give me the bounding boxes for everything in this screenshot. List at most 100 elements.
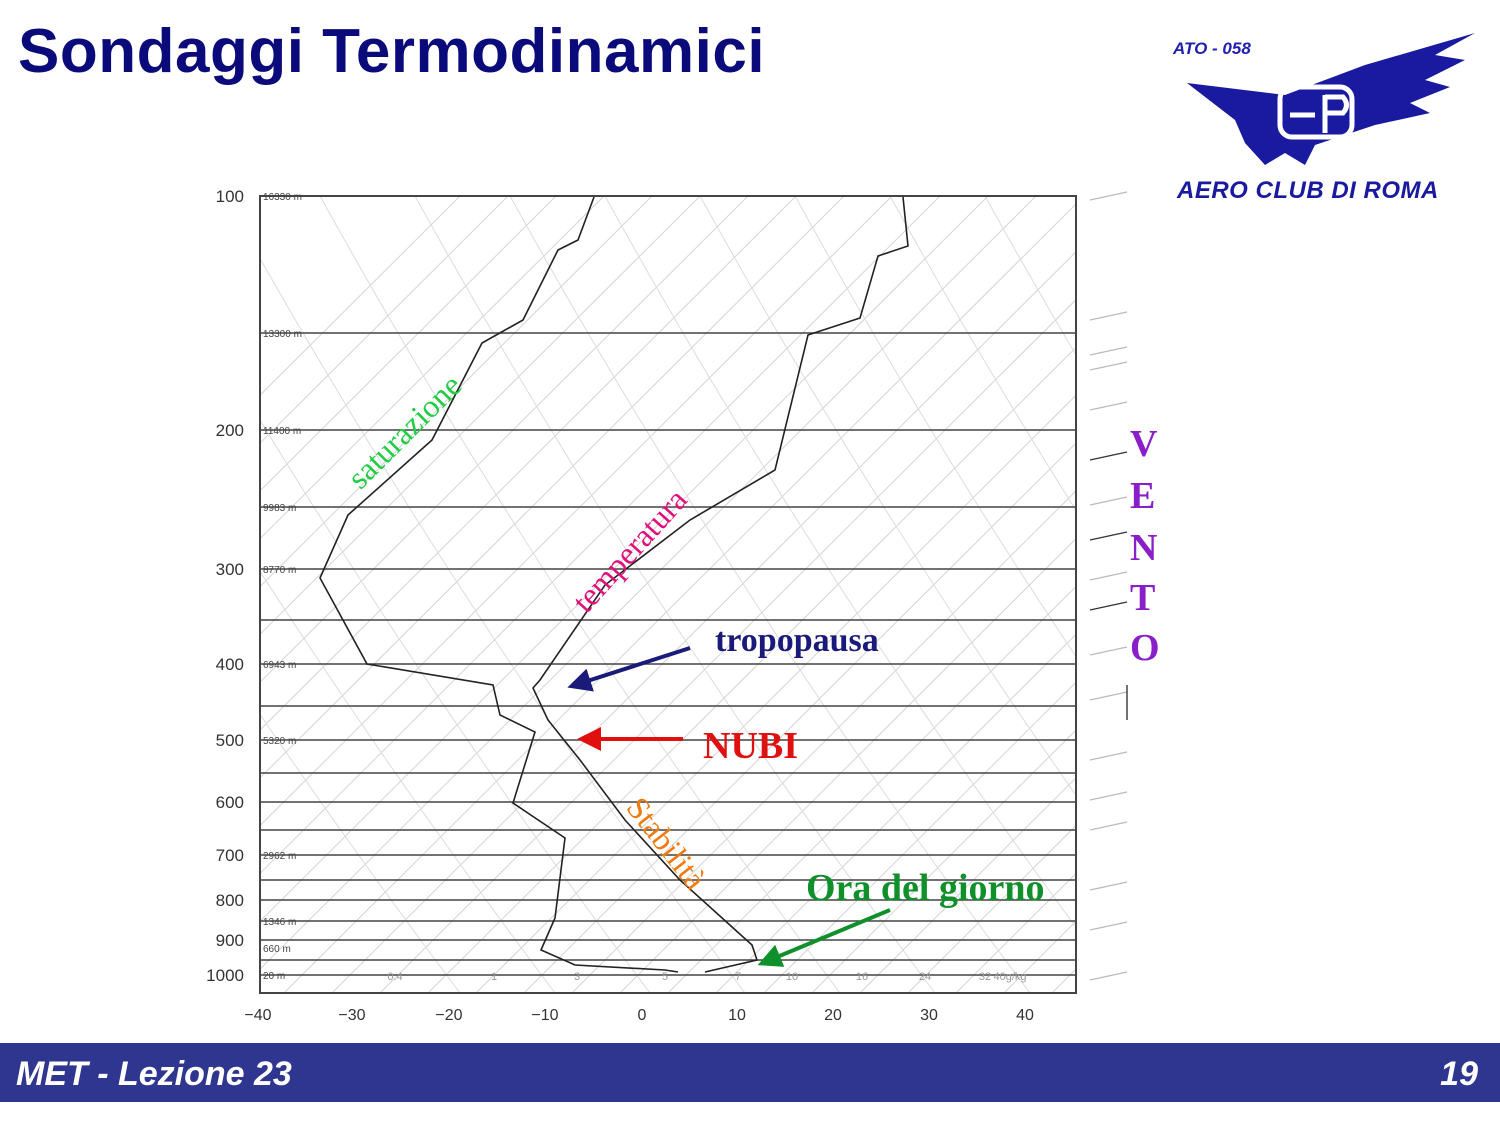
pressure-label: 800	[216, 891, 244, 910]
wind-barb	[1089, 821, 1128, 831]
pressure-label: 400	[216, 655, 244, 674]
pressure-label: 300	[216, 560, 244, 579]
pressure-label: 1000	[206, 966, 244, 985]
isotherm-line	[475, 394, 1076, 993]
wind-barb	[1089, 451, 1128, 461]
isotherm-line	[619, 538, 1076, 993]
isotherm-line	[260, 196, 509, 444]
height-label: 9983 m	[263, 503, 296, 514]
adiabat-line	[414, 196, 936, 993]
aero-club-logo: ATO - 058 AERO CLUB DI ROMA	[1165, 25, 1485, 215]
temperature-label: 40	[1016, 1007, 1034, 1024]
logo-name: AERO CLUB DI ROMA	[1177, 177, 1439, 204]
isotherm-line	[1196, 196, 1500, 993]
wind-barb	[1089, 601, 1128, 611]
adiabat-line	[794, 196, 1076, 658]
wind-barb	[1089, 311, 1128, 321]
plot-frame	[259, 195, 1077, 994]
wind-barb	[1089, 791, 1128, 801]
isotherm-line	[260, 196, 749, 683]
height-label: 11400 m	[263, 426, 301, 437]
mixing-ratio-label: 16	[856, 971, 868, 983]
adiabat-line	[889, 196, 1076, 512]
temperature-label: 10	[728, 1007, 746, 1024]
mixing-ratio-label: 0.4	[387, 971, 402, 983]
adiabat-line	[509, 196, 1031, 993]
mixing-ratio-label: 1	[491, 971, 497, 983]
height-label: 8770 m	[263, 565, 296, 576]
footer-bar: MET - Lezione 23 19	[0, 1043, 1500, 1102]
isotherm-line	[523, 442, 1076, 993]
adiabat-line	[1175, 196, 1500, 993]
isotherm-line	[859, 777, 1076, 993]
vento-letter: V	[1130, 423, 1158, 465]
wind-barb	[1089, 751, 1128, 761]
isotherm-line	[1148, 196, 1500, 993]
wind-barb	[1089, 346, 1128, 356]
wind-barb	[1089, 361, 1128, 371]
wind-barb	[1089, 971, 1128, 981]
isotherm-line	[283, 203, 1076, 993]
pressure-label: 100	[216, 187, 244, 206]
isotherm-line	[571, 490, 1076, 993]
isotherm-line	[763, 681, 1076, 993]
adiabat-line	[260, 419, 651, 993]
adiabat-line	[604, 196, 1076, 929]
isotherm-line	[260, 196, 941, 875]
wind-barb	[1089, 921, 1128, 931]
mixing-ratio-label: 3	[574, 971, 580, 983]
isotherm-line	[260, 196, 701, 636]
isotherm-line	[427, 346, 1076, 993]
temperature-label: 20	[824, 1007, 842, 1024]
temperature-label: −40	[244, 1007, 271, 1024]
isotherm-line	[1388, 196, 1500, 993]
isotherm-line	[260, 196, 461, 396]
height-label: 13300 m	[263, 329, 302, 340]
wind-barb	[1089, 191, 1128, 201]
height-label: 2962 m	[263, 851, 296, 862]
isotherm-line	[260, 196, 557, 492]
wind-barb	[1089, 531, 1128, 541]
vento-letter: E	[1130, 475, 1156, 517]
height-label: 1346 m	[263, 917, 296, 928]
wind-barb	[1089, 881, 1128, 891]
temperature-label: −20	[435, 1007, 462, 1024]
adiabat-line	[319, 196, 841, 993]
vento-letter: T	[1130, 577, 1156, 619]
isotherm-line	[667, 585, 1076, 993]
adiabat-line	[1270, 196, 1500, 993]
isotherm-line	[260, 196, 845, 779]
adiabat-line	[984, 196, 1076, 357]
temperature-curve	[532, 196, 909, 973]
isotherm-line	[1100, 196, 1500, 993]
label-tropopausa: tropopausa	[715, 622, 879, 659]
isotherm-line	[260, 196, 605, 540]
footer-lesson: MET - Lezione 23	[16, 1055, 292, 1093]
isotherm-line	[715, 633, 1076, 993]
temperature-label: −30	[338, 1007, 365, 1024]
label-ora-del-giorno: Ora del giorno	[806, 867, 1045, 909]
pressure-label: 500	[216, 731, 244, 750]
isotherm-line	[907, 824, 1076, 993]
adiabat-line	[260, 713, 461, 993]
wind-barb	[1089, 496, 1128, 506]
adiabat-line	[699, 196, 1076, 797]
temperature-label: 30	[920, 1007, 938, 1024]
isotherm-line	[811, 729, 1076, 993]
slide-title: Sondaggi Termodinamici	[18, 17, 766, 86]
isotherm-line	[1436, 196, 1500, 993]
wind-barb	[1089, 571, 1128, 581]
temperature-label: 0	[638, 1007, 647, 1024]
vento-letter: N	[1130, 527, 1158, 569]
isotherm-line	[260, 196, 1037, 970]
pressure-label: 700	[216, 846, 244, 865]
mixing-ratio-label: 5	[662, 971, 668, 983]
eagle-icon	[1187, 33, 1475, 165]
height-label: 5320 m	[263, 736, 296, 747]
height-label: 6943 m	[263, 660, 296, 671]
mixing-ratio-label: 10	[786, 971, 798, 983]
mixing-ratio-label: 24	[919, 971, 931, 983]
wind-barb	[1089, 646, 1128, 656]
ora-del-giorno-arrow	[757, 908, 891, 967]
